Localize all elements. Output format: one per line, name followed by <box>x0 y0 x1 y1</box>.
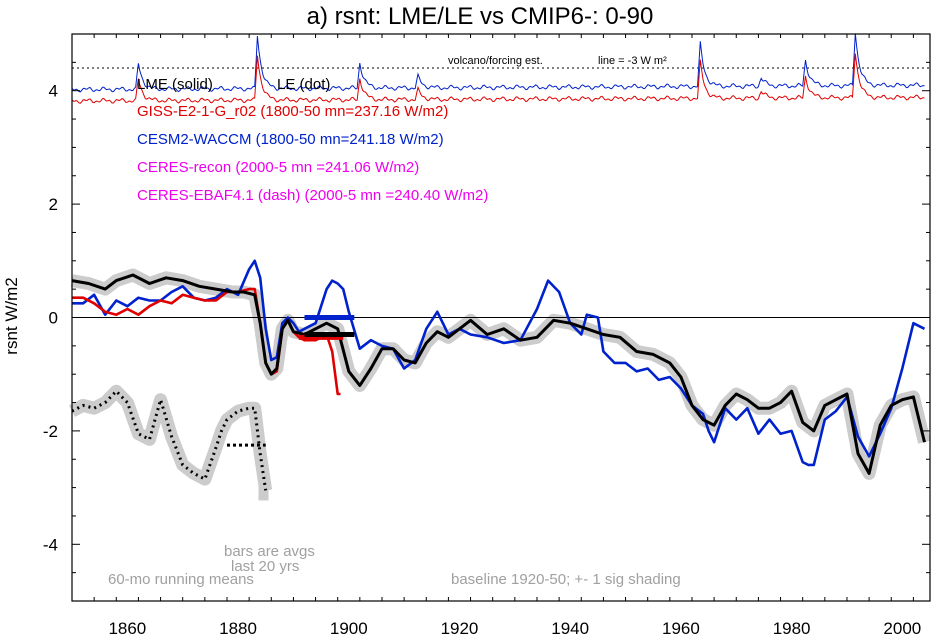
chart-title: a) rsnt: LME/LE vs CMIP6-: 0-90 <box>307 3 654 30</box>
annotation-volcano: volcano/forcing est. <box>448 55 543 67</box>
legend-lme: LME (solid) <box>137 76 213 93</box>
y-tick-label: 0 <box>49 309 58 328</box>
le-series-line <box>71 389 268 491</box>
volcanic-forcing-curves <box>71 33 930 104</box>
series-layer <box>71 259 930 491</box>
axes: -4 -2 0 2 4 1860 1880 1900 1920 1940 1960 1980 2000 <box>43 33 931 638</box>
legend-le: LE (dot) <box>277 76 330 93</box>
x-tick-label: 1960 <box>662 619 700 638</box>
y-tick-label: 4 <box>49 82 58 101</box>
x-tick-label: 1980 <box>773 619 811 638</box>
annotation-baseline: baseline 1920-50; +- 1 sig shading <box>451 571 681 588</box>
average-bars <box>226 315 355 447</box>
x-tick-label: 1880 <box>219 619 257 638</box>
legend-ceres-ebaf: CERES-EBAF4.1 (dash) (2000-5 mn =240.40 … <box>137 187 488 204</box>
annotation-last20: last 20 yrs <box>231 558 299 575</box>
annotation-running-mean: 60-mo running means <box>108 571 254 588</box>
y-tick-label: -2 <box>43 422 58 441</box>
lme-series-line <box>71 273 926 475</box>
annotation-line-scale: line = -3 W m² <box>598 55 667 67</box>
cesm-forcing-curve <box>71 33 925 93</box>
y-axis-label: rsnt W/m2 <box>2 277 21 354</box>
x-tick-label: 1860 <box>108 619 146 638</box>
x-tick-label: 2000 <box>883 619 921 638</box>
giss-forcing-curve <box>71 53 925 104</box>
x-tick-label: 1900 <box>330 619 368 638</box>
le-end-marker <box>258 480 269 501</box>
y-tick-label: -4 <box>43 535 58 554</box>
x-tick-label: 1920 <box>441 619 479 638</box>
legend-cesm: CESM2-WACCM (1800-50 mn=241.18 W/m2) <box>137 131 444 148</box>
legend-ceres-recon: CERES-recon (2000-5 mn =241.06 W/m2) <box>137 159 419 176</box>
x-tick-label: 1940 <box>551 619 589 638</box>
annotation-bars: bars are avgs <box>224 543 315 560</box>
legend-giss: GISS-E2-1-G_r02 (1800-50 mn=237.16 W/m2) <box>137 103 448 120</box>
y-tick-label: 2 <box>49 195 58 214</box>
